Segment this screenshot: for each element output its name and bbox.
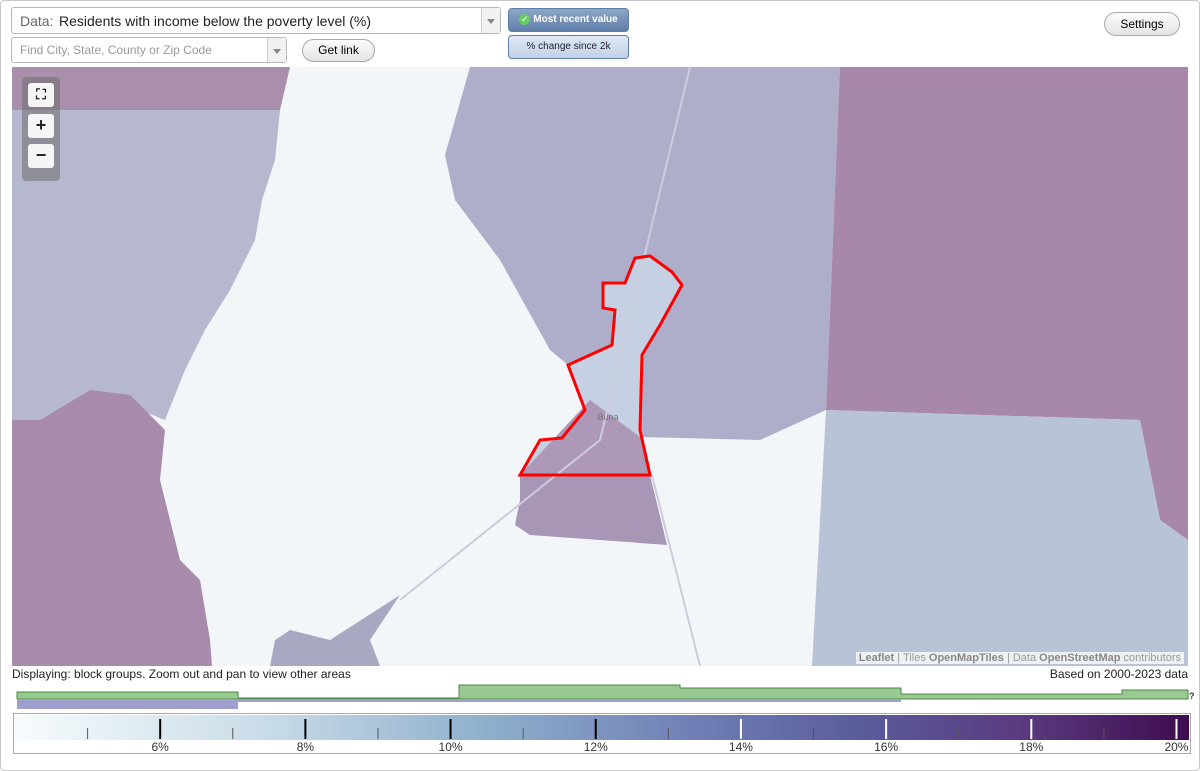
data-prefix: Data: — [20, 13, 54, 29]
legend-gradient — [15, 715, 1189, 740]
data-select[interactable]: Data: Residents with income below the po… — [11, 7, 501, 34]
legend-tick-label: 20% — [1164, 740, 1188, 754]
region — [12, 390, 212, 666]
attribution-text: Tiles — [903, 652, 926, 664]
attribution-text: contributors — [1123, 652, 1181, 664]
data-range-text: Based on 2000-2023 data — [1049, 667, 1188, 681]
region — [826, 67, 1188, 540]
separator: | Data — [1006, 652, 1037, 664]
distribution-recent — [16, 684, 1189, 700]
legend-tick-label: 8% — [297, 740, 315, 754]
region — [445, 67, 840, 440]
place-label: Buna — [597, 412, 618, 422]
region — [12, 110, 280, 420]
attribution-link[interactable]: OpenStreetMap — [1039, 652, 1121, 664]
legend-tick-label: 10% — [439, 740, 463, 754]
map-layer: Buna — [12, 67, 1188, 666]
legend: 6% 8% 10% 12% 14% 16% 18% 20% — [13, 713, 1191, 754]
help-mark[interactable]: ? — [1189, 691, 1195, 701]
legend-tick-label: 12% — [584, 740, 608, 754]
zoom-control: ⛶ + − — [22, 77, 60, 181]
attribution-link[interactable]: Leaflet — [858, 652, 895, 664]
settings-button[interactable]: Settings — [1104, 12, 1180, 36]
legend-tick-label: 16% — [874, 740, 898, 754]
legend-tick-label: 18% — [1019, 740, 1043, 754]
status-text: Displaying: block groups. Zoom out and p… — [12, 667, 351, 681]
mode-button[interactable]: % change since 2k — [508, 35, 629, 59]
selected-area[interactable] — [520, 256, 682, 475]
mode-label: Most recent value — [533, 14, 618, 25]
distribution-strip: ? — [16, 684, 1195, 709]
road — [399, 67, 691, 601]
road — [651, 474, 701, 666]
selected-outline — [517, 254, 684, 477]
legend-tick-label: 6% — [152, 740, 170, 754]
data-value: Residents with income below the poverty … — [59, 13, 372, 29]
dropdown-arrow — [267, 38, 286, 62]
dropdown-arrow — [481, 8, 500, 33]
search-box[interactable]: Find City, State, County or Zip Code — [11, 37, 287, 63]
region — [812, 410, 1188, 666]
region — [270, 595, 400, 666]
fullscreen-button[interactable]: ⛶ — [28, 83, 54, 107]
separator: | — [897, 652, 901, 664]
attribution: Leaflet | Tiles OpenMapTiles | Data Open… — [855, 652, 1184, 664]
search-placeholder: Find City, State, County or Zip Code — [20, 43, 212, 57]
distribution-selected — [17, 699, 238, 709]
legend-tick-label: 14% — [729, 740, 753, 754]
attribution-link[interactable]: OpenMapTiles — [928, 652, 1004, 664]
zoom-in-button[interactable]: + — [28, 114, 54, 138]
region — [12, 67, 290, 110]
zoom-out-button[interactable]: − — [28, 144, 54, 168]
mode-button-active[interactable]: ✓ Most recent value — [508, 8, 629, 32]
get-link-button[interactable]: Get link — [302, 39, 375, 62]
legend-axis: 6% 8% 10% 12% 14% 16% 18% 20% — [87, 719, 1189, 754]
distribution-selected — [238, 699, 901, 702]
region — [515, 475, 667, 545]
map[interactable]: Buna ⛶ + − Leaflet | Tiles OpenMapTiles … — [12, 67, 1188, 666]
land-light — [12, 67, 585, 666]
region — [520, 400, 650, 475]
